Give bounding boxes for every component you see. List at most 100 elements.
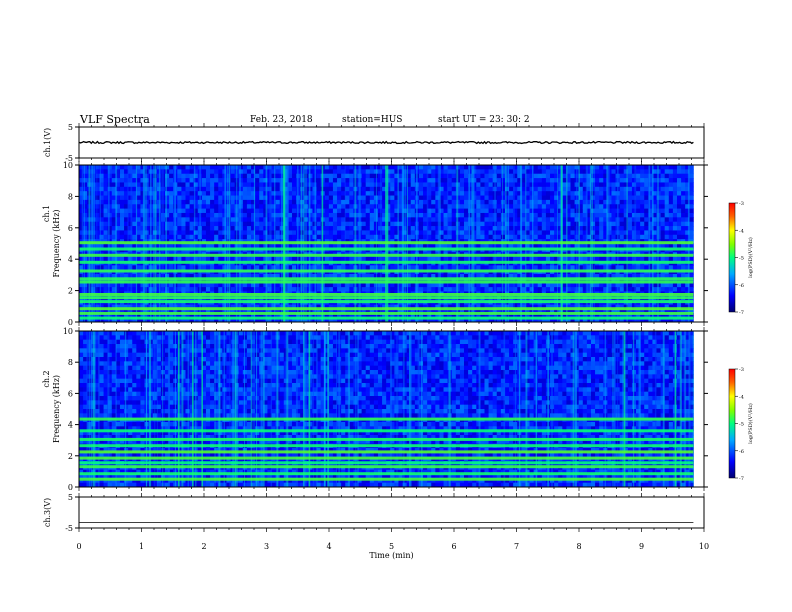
spectrogram-cell	[259, 313, 264, 319]
spectrogram-cell	[541, 199, 547, 205]
spectrogram-cell	[623, 317, 629, 323]
spectrogram-cell	[504, 265, 510, 271]
spectrogram-cell	[484, 243, 489, 249]
spectrogram-cell	[300, 217, 305, 223]
spectrogram-cell	[271, 308, 276, 314]
spectrogram-cell	[431, 191, 436, 196]
spectrogram-cell	[242, 287, 248, 292]
spectrogram-cell	[181, 282, 186, 288]
spectrogram-cell	[316, 217, 322, 223]
spectrogram-cell	[193, 208, 199, 214]
spectrogram-cell	[631, 199, 637, 205]
spectrogram-cell	[554, 308, 559, 314]
spectrogram-cell	[369, 265, 375, 271]
spectrogram-cell	[545, 230, 551, 236]
spectrogram-cell	[447, 186, 453, 192]
spectrogram-cell	[230, 274, 236, 279]
header-title: VLF Spectra	[80, 113, 150, 126]
spectrogram-cell	[361, 265, 367, 271]
spectrogram-cell	[443, 199, 449, 205]
spectrogram-cell	[431, 173, 436, 179]
spectrogram-cell	[287, 265, 293, 271]
spectrogram-cell	[418, 208, 424, 214]
spectrogram-cell	[443, 265, 449, 271]
spectrogram-cell	[115, 304, 121, 310]
spectrogram-cell	[132, 230, 137, 236]
spectrogram-cell	[95, 204, 100, 210]
spectrogram-cell	[562, 217, 567, 223]
spectrogram-cell	[627, 169, 633, 175]
spectrogram-cell	[79, 204, 84, 210]
spectrogram-cell	[115, 182, 121, 188]
spectrogram-cell	[271, 304, 276, 310]
spectrogram-cell	[246, 226, 252, 231]
spectrogram-cell	[496, 186, 502, 192]
spectrogram-cell	[418, 274, 424, 279]
spectrogram-cell	[128, 304, 133, 310]
spectrogram-cell	[181, 191, 186, 196]
spectrogram-cell	[115, 199, 121, 205]
spectrogram-cell	[373, 287, 379, 292]
spectrogram-cell	[578, 178, 584, 183]
spectrogram-cell	[631, 217, 637, 223]
spectrogram-cell	[578, 243, 584, 249]
spectrogram-cell	[205, 173, 211, 179]
spectrogram-cell	[193, 186, 199, 192]
spectrogram-cell	[476, 265, 481, 271]
spectrogram-cell	[599, 212, 604, 218]
spectrogram-cell	[214, 208, 219, 214]
spectrogram-cell	[554, 173, 559, 179]
spectrogram-cell	[79, 230, 84, 236]
spectrogram-cell	[590, 217, 596, 223]
spectrogram-cell	[406, 173, 412, 179]
spectrogram-cell	[111, 217, 117, 223]
spectrogram-cell	[291, 212, 297, 218]
spectrogram-cell	[316, 182, 322, 188]
spectrogram-cell	[509, 178, 514, 183]
spectrogram-cell	[382, 304, 387, 310]
spectrogram-cell	[595, 178, 600, 183]
spectrogram-cell	[132, 243, 137, 249]
spectrogram-cell	[316, 208, 322, 214]
spectrogram-cell	[394, 182, 399, 188]
spectrogram-cell	[525, 221, 530, 227]
spectrogram-cell	[402, 226, 408, 231]
spectrogram-cell	[550, 282, 555, 288]
spectrogram-cell	[140, 308, 145, 314]
spectrogram-cell	[205, 274, 211, 279]
spectrogram-cell	[570, 212, 575, 218]
spectrogram-cell	[451, 169, 457, 175]
spectrogram-cell	[570, 191, 575, 196]
spectrogram-cell	[177, 274, 182, 279]
spectrogram-cell	[349, 234, 354, 240]
spectrogram-cell	[623, 221, 629, 227]
spectrogram-cell	[361, 317, 367, 323]
spectrogram-cell	[623, 226, 629, 231]
spectrogram-cell	[578, 169, 584, 175]
spectrogram-cell	[488, 243, 494, 249]
spectrogram-cell	[545, 186, 551, 192]
spectrogram-cell	[554, 204, 559, 210]
spectrogram-cell	[332, 274, 338, 279]
spectrogram-cell	[255, 208, 260, 214]
spectrogram-cell	[603, 282, 608, 288]
spectrogram-cell	[165, 234, 170, 240]
spectrogram-cell	[504, 308, 510, 314]
spectrogram-cell	[521, 173, 526, 179]
spectrogram-cell	[214, 178, 219, 183]
spectrogram-cell	[476, 317, 481, 323]
spectrogram-cell	[210, 221, 215, 227]
spectrogram-cell	[365, 208, 371, 214]
spectrogram-cell	[476, 212, 481, 218]
spectrogram-cell	[185, 234, 190, 240]
spectrogram-cell	[533, 313, 539, 319]
spectrogram-cell	[263, 195, 268, 201]
spectrogram-cell	[210, 178, 215, 183]
spectrogram-cell	[193, 221, 199, 227]
spectrogram-cell	[259, 274, 264, 279]
spectrogram-cell	[459, 243, 465, 249]
spectrogram-cell	[349, 308, 354, 314]
spectrogram-cell	[631, 212, 637, 218]
spectrogram-cell	[595, 287, 600, 292]
spectrogram-cell	[177, 304, 182, 310]
